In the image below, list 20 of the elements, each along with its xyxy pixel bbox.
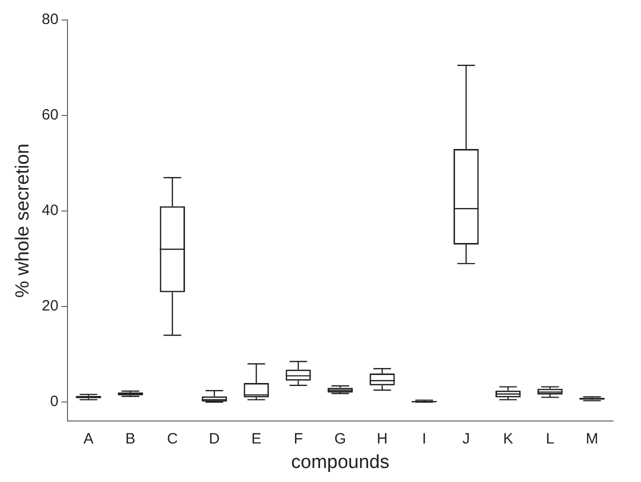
y-axis-title: % whole secretion	[12, 144, 34, 298]
x-tick-label: M	[586, 430, 598, 448]
x-tick-label: F	[294, 430, 303, 448]
x-tick-label: D	[208, 430, 220, 448]
y-tick-label: 60	[42, 106, 58, 124]
x-tick-label: B	[125, 430, 136, 448]
x-tick-label: C	[166, 430, 178, 448]
x-tick-label: L	[546, 430, 554, 448]
x-tick-label: G	[334, 430, 346, 448]
y-tick-label: 0	[50, 393, 58, 410]
x-tick-label: K	[503, 430, 514, 448]
x-tick-label: J	[462, 430, 470, 448]
x-tick-label: A	[83, 430, 94, 448]
y-tick-label: 80	[42, 11, 58, 28]
x-tick-label: H	[376, 430, 388, 448]
y-tick-label: 40	[42, 202, 58, 220]
y-tick-label: 20	[42, 298, 58, 315]
x-tick-label: E	[251, 430, 262, 448]
x-axis-title: compounds	[291, 452, 390, 473]
x-tick-label: I	[422, 430, 426, 448]
